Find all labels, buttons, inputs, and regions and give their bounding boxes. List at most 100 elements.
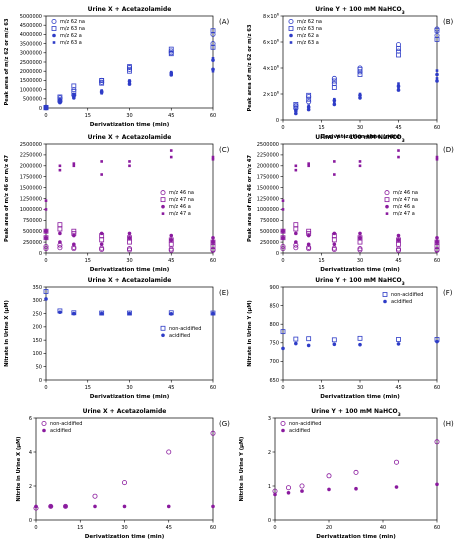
data-point xyxy=(435,482,439,487)
data-point xyxy=(58,240,62,244)
data-point xyxy=(396,233,401,238)
data-point xyxy=(92,493,98,499)
chart-panel-d: Urine Y + 100 mM NaHCO3 (D) 0 15 30 45 60 Deriv… xyxy=(247,134,454,273)
y-tick-label: 0 xyxy=(268,518,271,524)
legend-label: m/z 46 a xyxy=(169,204,191,210)
chart-title: Urine Y + 100 mM NaHCO3 xyxy=(311,408,401,418)
y-tick-label: 2500000 xyxy=(257,142,279,148)
data-point xyxy=(211,504,215,509)
data-point xyxy=(299,483,305,489)
data-point xyxy=(331,85,337,90)
legend-marker xyxy=(42,428,46,433)
data-point xyxy=(168,46,174,52)
data-point xyxy=(294,341,298,346)
x-tick-label: 15 xyxy=(85,258,91,264)
chart-panel-a: Urine X + Acetazolamide (A) 0 15 30 45 60 Deriv… xyxy=(4,6,230,128)
x-tick-label: 0 xyxy=(281,125,284,131)
data-point xyxy=(127,64,132,69)
legend-marker xyxy=(160,197,166,203)
data-point xyxy=(353,469,359,475)
data-point xyxy=(300,489,304,493)
data-point xyxy=(210,44,216,50)
data-point xyxy=(57,226,63,232)
legend-marker xyxy=(280,420,286,426)
y-tick-label: 6 xyxy=(29,416,32,422)
y-tick-label: 750000 xyxy=(260,218,279,224)
y-axis-label: Peak area of m/z 62 or m/z 63 xyxy=(4,18,10,105)
data-point xyxy=(210,247,216,253)
data-point xyxy=(281,208,285,211)
data-point xyxy=(72,162,76,165)
data-point xyxy=(306,336,312,342)
data-point xyxy=(293,103,299,109)
legend-label: m/z 63 na xyxy=(60,26,85,32)
data-point xyxy=(332,231,337,236)
data-point xyxy=(332,342,337,347)
data-point xyxy=(100,91,103,95)
y-tick-label: 3500000 xyxy=(20,41,42,47)
data-point xyxy=(294,168,298,172)
y-tick-label: 3 xyxy=(268,416,271,422)
x-tick-label: 45 xyxy=(168,113,174,119)
data-point xyxy=(357,239,363,245)
legend-marker xyxy=(51,26,57,31)
data-point xyxy=(358,235,362,240)
data-point xyxy=(306,228,312,234)
x-tick-label: 60 xyxy=(210,258,216,264)
x-tick-label: 0 xyxy=(281,258,284,264)
data-point xyxy=(397,155,400,159)
x-tick-label: 30 xyxy=(126,113,132,119)
chart-title: Urine Y + 100 mM NaHCO3 xyxy=(315,6,405,16)
y-tick-label: 2000000 xyxy=(20,69,42,75)
data-point xyxy=(72,242,76,247)
y-tick-label: 800 xyxy=(269,322,279,328)
data-point xyxy=(294,231,298,236)
x-tick-label: 30 xyxy=(357,125,363,131)
data-point xyxy=(306,242,311,247)
data-point xyxy=(58,231,62,236)
legend-marker xyxy=(160,190,166,196)
legend-label: m/z 62 na xyxy=(60,19,85,25)
data-point xyxy=(57,245,63,251)
x-tick-label: 15 xyxy=(318,258,324,264)
data-point xyxy=(435,69,439,72)
y-tick-label: 0 xyxy=(276,251,279,257)
data-point xyxy=(435,339,439,344)
legend-marker xyxy=(52,41,56,44)
data-point xyxy=(122,480,128,486)
data-point xyxy=(331,81,337,87)
chart-title: Urine X + Acetazolamide xyxy=(88,134,172,141)
data-point xyxy=(332,242,337,247)
x-tick-label: 30 xyxy=(121,525,127,531)
y-tick-label: 2500000 xyxy=(20,142,42,148)
x-tick-label: 45 xyxy=(395,385,401,391)
x-axis-label: Derivatization time (min) xyxy=(90,267,170,273)
legend-marker xyxy=(161,333,165,338)
data-point xyxy=(58,168,62,172)
panel-label: (E) xyxy=(219,289,229,297)
x-tick-label: 0 xyxy=(273,525,276,531)
data-point xyxy=(99,237,105,243)
y-tick-label: 4500000 xyxy=(20,23,42,29)
legend-marker xyxy=(289,33,293,38)
y-tick-label: 2 xyxy=(29,484,32,490)
data-point xyxy=(396,84,401,88)
legend-label: acidified xyxy=(289,428,310,434)
data-point xyxy=(34,504,38,509)
legend-label: m/z 62 a xyxy=(297,33,319,39)
y-tick-label: 500000 xyxy=(23,229,42,235)
panel-label: (F) xyxy=(443,289,453,297)
legend-marker xyxy=(161,204,165,209)
data-point xyxy=(286,491,291,495)
data-point xyxy=(434,247,440,253)
data-point xyxy=(327,487,331,492)
data-point xyxy=(128,79,131,82)
data-point xyxy=(326,473,332,479)
data-point xyxy=(306,94,312,100)
data-point xyxy=(281,199,285,202)
data-point xyxy=(127,239,132,245)
legend-label: m/z 47 a xyxy=(169,211,191,217)
y-tick-label: 500000 xyxy=(260,229,279,235)
legend-marker xyxy=(288,18,294,24)
data-point xyxy=(44,208,48,211)
